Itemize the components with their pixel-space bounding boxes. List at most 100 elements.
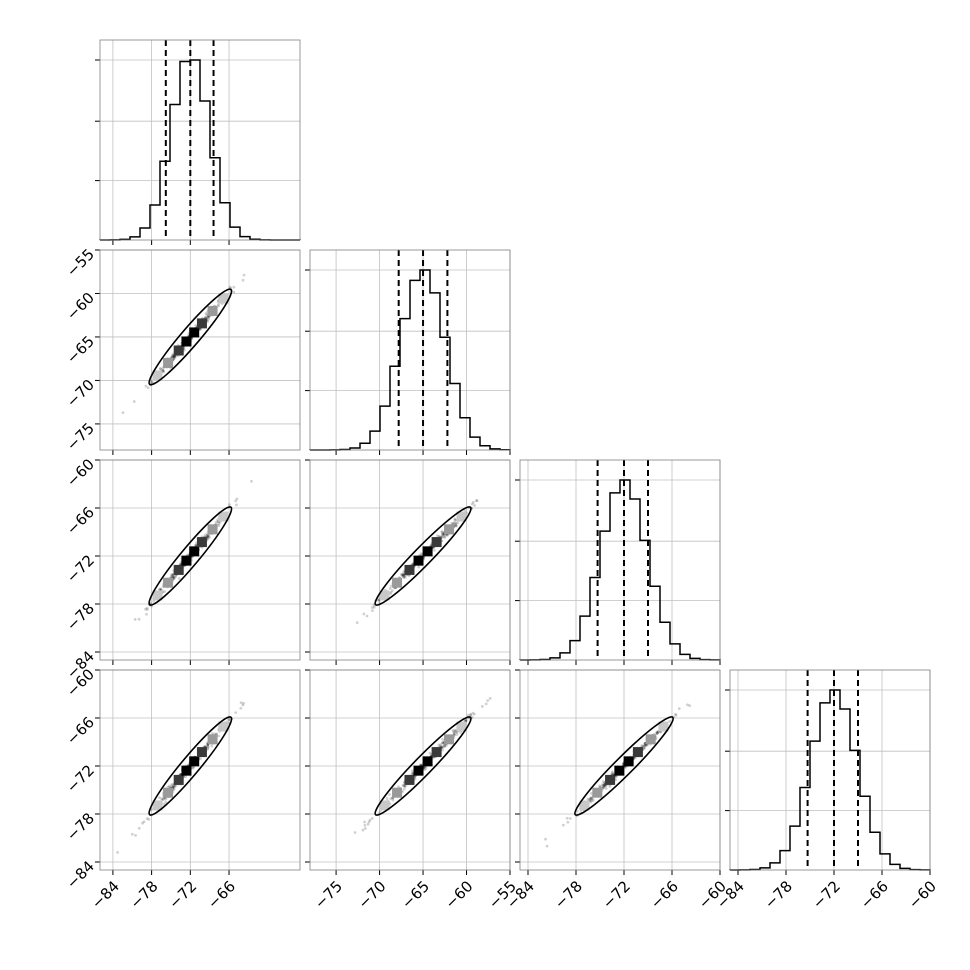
scatter-point — [436, 534, 439, 538]
density-cell — [196, 318, 207, 329]
scatter-point — [429, 544, 433, 547]
scatter-point — [353, 831, 357, 834]
density-cell — [173, 564, 184, 575]
scatter-point — [399, 572, 403, 576]
density-cell — [579, 800, 590, 811]
scatter-point — [568, 817, 572, 820]
scatter-point — [401, 573, 405, 577]
scatter-point — [217, 304, 220, 308]
scatter-point — [484, 702, 488, 706]
scatter-point — [642, 746, 646, 750]
scatter-point — [586, 797, 590, 801]
density-cell — [605, 774, 616, 785]
scatter-point — [402, 784, 406, 788]
scatter-point — [172, 355, 176, 359]
scatter-point — [172, 354, 176, 358]
panel-frame — [309, 459, 511, 661]
scatter-point — [591, 798, 595, 802]
density-cell — [456, 721, 467, 732]
contour-ellipse — [374, 506, 472, 606]
scatter-point — [132, 400, 136, 403]
scatter-point — [450, 522, 454, 525]
scatter-point — [403, 575, 407, 579]
scatter-point — [610, 770, 614, 774]
scatter-point — [466, 713, 470, 717]
scatter-point — [455, 733, 459, 736]
scatter-point — [241, 278, 245, 282]
scatter-point — [161, 369, 165, 372]
scatter-point — [566, 820, 570, 824]
scatter-point — [428, 751, 432, 755]
density-cell — [431, 537, 442, 548]
scatter-point — [668, 719, 672, 723]
scatter-point — [441, 748, 444, 752]
scatter-point — [397, 785, 400, 789]
scatter-point — [452, 731, 456, 735]
scatter-point — [210, 744, 214, 748]
x-tick-label: −72 — [809, 877, 844, 912]
scatter-point — [172, 784, 176, 788]
scatter-point — [172, 575, 176, 579]
scatter-point — [170, 573, 174, 577]
scatter-point — [391, 798, 395, 802]
scatter-point — [232, 285, 236, 289]
scatter-point — [162, 370, 166, 374]
scatter-point — [588, 798, 591, 801]
scatter-point — [655, 732, 659, 735]
x-tick-label: −66 — [647, 877, 682, 912]
y-tick-label: −70 — [63, 376, 98, 411]
density-cell — [379, 800, 390, 811]
scatter-point — [217, 734, 221, 738]
scatter-point — [160, 797, 164, 801]
scatter-point — [145, 608, 149, 611]
density-cell — [379, 590, 390, 601]
scatter-point — [600, 783, 604, 787]
scatter-point — [400, 574, 404, 578]
scatter-point — [242, 273, 246, 277]
scatter-point — [442, 535, 446, 539]
density-cell — [658, 721, 669, 732]
scatter-point — [152, 599, 156, 603]
scatter-point — [443, 535, 447, 539]
scatter-point — [644, 743, 648, 747]
histogram-step — [519, 479, 721, 661]
x-tick-label: −70 — [354, 877, 389, 912]
scatter-point — [162, 802, 166, 806]
scatter-point — [402, 570, 406, 574]
scatter-point — [473, 504, 477, 507]
x-tick-label: −84 — [88, 877, 123, 912]
scatter-point — [455, 731, 459, 734]
density-cell — [173, 345, 184, 356]
panel-frame — [309, 249, 511, 451]
scatter-point — [419, 552, 423, 556]
scatter-point — [433, 548, 436, 552]
scatter-point — [207, 533, 211, 537]
density-cell — [404, 564, 415, 575]
scatter-point — [464, 718, 468, 722]
hist-panel-3 — [725, 669, 931, 875]
scatter-point — [402, 576, 406, 580]
scatter-point — [164, 800, 168, 804]
scatter-point — [643, 741, 647, 745]
scatter-point — [441, 533, 444, 537]
scatter-point — [372, 605, 376, 609]
scatter-point — [686, 703, 689, 707]
scatter-point — [204, 315, 207, 319]
scatter-point — [545, 844, 549, 848]
scatter-point — [588, 799, 592, 802]
density-cell — [196, 747, 207, 758]
scatter-point — [440, 530, 444, 534]
scatter-point — [575, 809, 579, 813]
scatter-point — [167, 784, 171, 788]
scatter-point — [234, 711, 238, 715]
scatter-point — [204, 312, 208, 315]
density-cell — [163, 577, 174, 588]
x-tick-label: −66 — [204, 877, 239, 912]
scatter-point — [217, 303, 220, 306]
scatter-point — [561, 823, 565, 827]
scatter-point — [423, 768, 427, 771]
y-tick-label: −84 — [63, 857, 98, 892]
scatter-point — [363, 827, 367, 830]
scatter-point — [602, 785, 605, 789]
